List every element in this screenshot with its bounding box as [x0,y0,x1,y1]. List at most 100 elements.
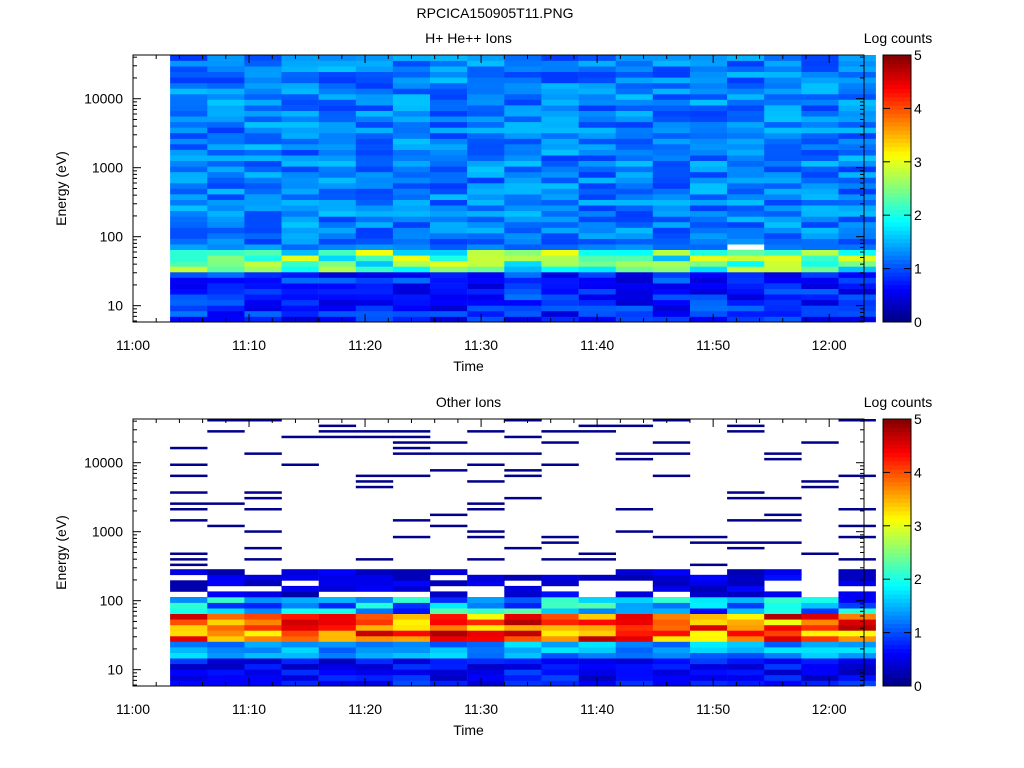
heatmap-cell [170,210,208,217]
heatmap-cell [170,299,208,306]
heatmap-cell [207,630,245,637]
heatmap-cell [281,619,319,626]
heatmap-cell [801,216,839,223]
heatmap-cell [541,99,579,106]
heatmap-cell [838,205,876,212]
heatmap-cell [838,580,876,587]
heatmap-cell [504,419,542,422]
heatmap-cell [764,127,802,134]
heatmap-cell [615,663,654,670]
colorbar-swatch [883,226,911,231]
heatmap-cell [690,271,728,278]
colorbar-swatch [883,669,911,674]
heatmap-cell [244,149,282,156]
heatmap-cell [727,310,765,317]
heatmap-cell [801,188,839,195]
heatmap-cell [652,294,691,301]
colorbar-swatch [883,460,911,466]
heatmap-cell [764,260,802,267]
heatmap-cell [690,99,728,106]
heatmap-cell [392,199,431,206]
x-tick-label: 12:00 [812,337,847,353]
heatmap-cell [355,149,394,156]
heatmap-cell [838,171,876,178]
heatmap-cell [838,647,876,653]
colorbar-swatch [883,138,911,144]
heatmap-cell [467,71,505,78]
heatmap-cell [392,160,431,167]
heatmap-cell [690,310,728,317]
colorbar-frame [882,418,912,687]
heatmap-cell [764,188,802,195]
heatmap-cell [727,299,765,306]
heatmap-cell [467,255,505,262]
heatmap-cell [690,166,728,173]
colorbar-swatch [883,105,911,110]
heatmap-cell [318,60,357,67]
heatmap-cell [355,283,394,289]
heatmap-cell [430,580,468,587]
heatmap-cell [764,93,802,100]
colorbar-swatch [883,230,911,235]
heatmap-cell [504,496,542,500]
heatmap-cell [504,116,542,123]
heatmap-cell [764,71,802,78]
heatmap-cell [504,597,542,603]
heatmap-cell [727,171,765,178]
heatmap-cell [541,277,579,284]
heatmap-cell [764,66,802,72]
heatmap-cell [690,77,728,84]
heatmap-cell [467,60,505,67]
heatmap-cell [727,496,765,500]
colorbar-swatch [883,155,911,160]
heatmap-cell [801,93,839,100]
heatmap-cell [467,233,505,239]
heatmap-cell [578,171,616,178]
heatmap-cell [838,138,876,145]
heatmap-cell [764,669,802,676]
heatmap-cell [541,238,579,245]
heatmap-cell [801,238,839,245]
heatmap-cell [281,155,319,161]
heatmap-cell [430,221,468,228]
heatmap-cell [764,149,802,156]
heatmap-cell [170,116,208,123]
heatmap-cell [392,105,431,111]
heatmap-cell [727,121,765,128]
heatmap-cell [541,155,579,161]
heatmap-cell [615,77,654,84]
heatmap-cell [467,177,505,184]
heatmap-cell [244,491,282,494]
heatmap-cell [690,585,728,592]
heatmap-cell [615,608,654,614]
heatmap-cell [615,127,654,134]
heatmap-cell [801,221,839,228]
heatmap-cell [578,144,616,150]
heatmap-cell [727,82,765,89]
heatmap-cell [244,188,282,195]
heatmap-cell [244,558,282,561]
heatmap-cell [281,435,319,439]
heatmap-cell [652,310,691,317]
heatmap-cell [690,260,728,267]
heatmap-cell [207,160,245,167]
heatmap-cell [430,624,468,631]
heatmap-cell [541,580,579,587]
heatmap-cell [504,635,542,642]
heatmap-cell [430,233,468,239]
heatmap-cell [578,271,616,278]
heatmap-cell [578,652,616,659]
colorbar-tick-label: 2 [914,207,922,223]
heatmap-cell [690,227,728,234]
heatmap-cell [578,624,616,631]
heatmap-cell [801,99,839,106]
heatmap-cell [355,132,394,139]
heatmap-cell [430,613,468,620]
heatmap-cell [652,624,691,631]
heatmap-cell [244,177,282,184]
heatmap-cell [504,641,542,648]
heatmap-cell [578,630,616,637]
heatmap-cell [318,663,357,670]
heatmap-cell [541,441,579,444]
heatmap-cell [392,674,431,681]
